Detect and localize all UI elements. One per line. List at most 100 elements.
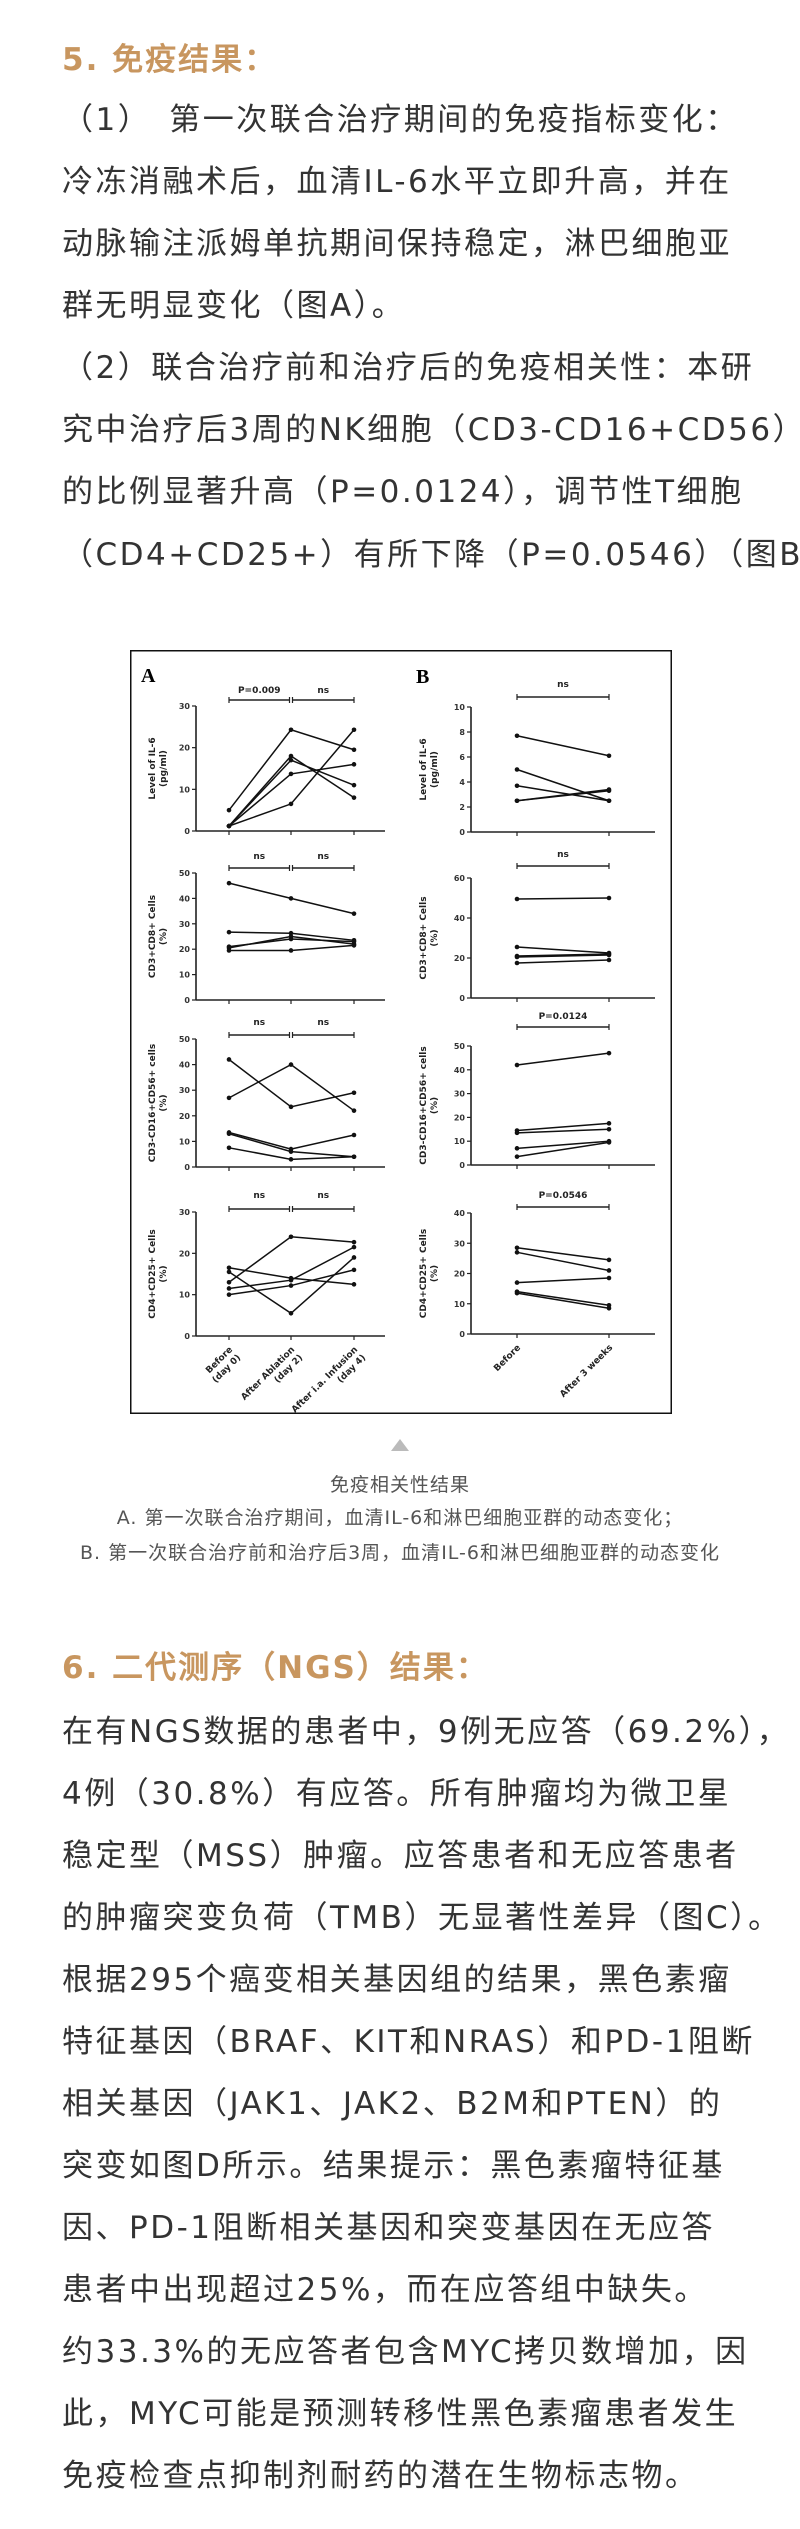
paragraph-line: 根据295个癌变相关基因组的结果，黑色素瘤: [62, 1962, 732, 1998]
series-line: [516, 953, 610, 957]
y-tick-label: 30: [179, 1208, 191, 1217]
y-tick-label: 20: [179, 1249, 191, 1258]
data-point: [226, 929, 232, 935]
section-5-title: 5. 免疫结果：: [62, 42, 278, 78]
y-tick-label: 60: [454, 874, 466, 883]
data-point: [226, 1286, 232, 1291]
data-point: [351, 747, 357, 753]
data-point: [606, 1121, 612, 1126]
data-point: [514, 1130, 520, 1136]
significance-label: ns: [557, 850, 569, 860]
series-line: [516, 1052, 610, 1066]
data-point: [606, 957, 612, 963]
y-axis-label: Level of IL-6: [419, 738, 429, 800]
data-point: [514, 1280, 520, 1285]
data-point: [351, 727, 357, 733]
data-point: [514, 1250, 520, 1255]
y-tick-label: 10: [454, 1137, 466, 1146]
y-axis-label: CD3+CD8+ Cells: [419, 896, 429, 979]
figure-caption-title: 免疫相关性结果: [329, 1474, 470, 1496]
caret-up-icon: [391, 1439, 409, 1451]
data-point: [351, 1267, 357, 1273]
series-line: [516, 1277, 610, 1284]
data-point: [226, 1057, 232, 1062]
y-axis-label: (%): [159, 1265, 169, 1282]
data-point: [288, 1157, 294, 1162]
panel-label: B: [416, 666, 429, 688]
data-point: [351, 795, 357, 800]
y-tick-label: 40: [179, 894, 191, 903]
data-point: [288, 1062, 294, 1067]
y-tick-label: 0: [184, 1163, 190, 1172]
data-point: [226, 948, 232, 953]
data-point: [606, 1275, 612, 1281]
data-point: [514, 1146, 520, 1151]
section-6-title: 6. 二代测序（NGS）结果：: [62, 1650, 489, 1686]
significance-label: P=0.0124: [539, 1012, 588, 1022]
series-line: [516, 946, 610, 954]
paragraph-line: 患者中出现超过25%，而在应答组中缺失。: [62, 2272, 708, 2308]
y-axis-label: (pg/ml): [430, 751, 440, 788]
data-point: [288, 1234, 294, 1240]
data-point: [288, 1283, 294, 1288]
significance-label: ns: [317, 1191, 329, 1201]
significance-label: ns: [253, 852, 265, 862]
data-point: [288, 934, 294, 939]
data-point: [288, 930, 294, 936]
data-point: [514, 733, 520, 739]
data-point: [606, 895, 612, 901]
data-point: [226, 880, 232, 886]
panel-label: A: [141, 665, 156, 687]
y-tick-label: 40: [179, 1061, 191, 1070]
data-point: [351, 762, 357, 767]
y-tick-label: 30: [454, 1090, 466, 1099]
y-axis-label: Level of IL-6: [148, 737, 158, 799]
data-point: [351, 1239, 357, 1245]
data-point: [226, 823, 232, 829]
y-tick-label: 10: [179, 971, 191, 980]
y-tick-label: 50: [179, 1035, 191, 1044]
y-tick-label: 20: [179, 945, 191, 954]
data-point: [514, 1062, 520, 1068]
paragraph-line: 突变如图D所示。结果提示：黑色素瘤特征基: [62, 2148, 725, 2184]
significance-label: ns: [317, 1018, 329, 1028]
data-point: [514, 783, 520, 789]
significance-label: ns: [557, 680, 569, 690]
series-line: [516, 768, 610, 802]
series-line: [516, 1290, 610, 1307]
data-point: [351, 782, 357, 788]
paragraph-line: （2）联合治疗前和治疗后的免疫相关性：本研: [62, 350, 755, 386]
data-point: [288, 727, 294, 733]
y-axis-label: (%): [159, 1094, 169, 1111]
y-axis-label: CD4+CD25+ Cells: [148, 1229, 158, 1318]
data-point: [226, 1279, 232, 1285]
y-axis-label: (%): [159, 928, 169, 945]
paragraph-line: 因、PD-1阻断相关基因和突变基因在无应答: [62, 2210, 715, 2246]
data-point: [606, 788, 612, 794]
data-point: [351, 911, 357, 916]
series-line: [516, 1140, 610, 1150]
y-tick-label: 20: [454, 1113, 466, 1122]
data-point: [351, 1244, 357, 1250]
paragraph-line: 群无明显变化（图A）。: [62, 288, 406, 324]
data-point: [606, 753, 612, 759]
y-tick-label: 50: [179, 869, 191, 878]
data-point: [606, 1127, 612, 1132]
data-point: [351, 1108, 357, 1113]
y-tick-label: 40: [454, 914, 466, 923]
series-line: [516, 790, 610, 802]
data-point: [226, 1292, 232, 1297]
paragraph-line: 在有NGS数据的患者中，9例无应答（69.2%），: [62, 1714, 791, 1750]
y-tick-label: 6: [459, 753, 465, 762]
data-point: [226, 1145, 232, 1151]
series-line: [516, 1247, 610, 1261]
data-point: [514, 1290, 520, 1296]
y-tick-label: 10: [179, 1137, 191, 1146]
y-tick-label: 20: [454, 954, 466, 963]
y-tick-label: 40: [454, 1066, 466, 1075]
paragraph-line: 稳定型（MSS）肿瘤。应答患者和无应答患者: [62, 1838, 739, 1874]
data-point: [514, 954, 520, 960]
y-tick-label: 10: [179, 1291, 191, 1300]
data-point: [606, 1140, 612, 1145]
data-point: [288, 1310, 294, 1316]
